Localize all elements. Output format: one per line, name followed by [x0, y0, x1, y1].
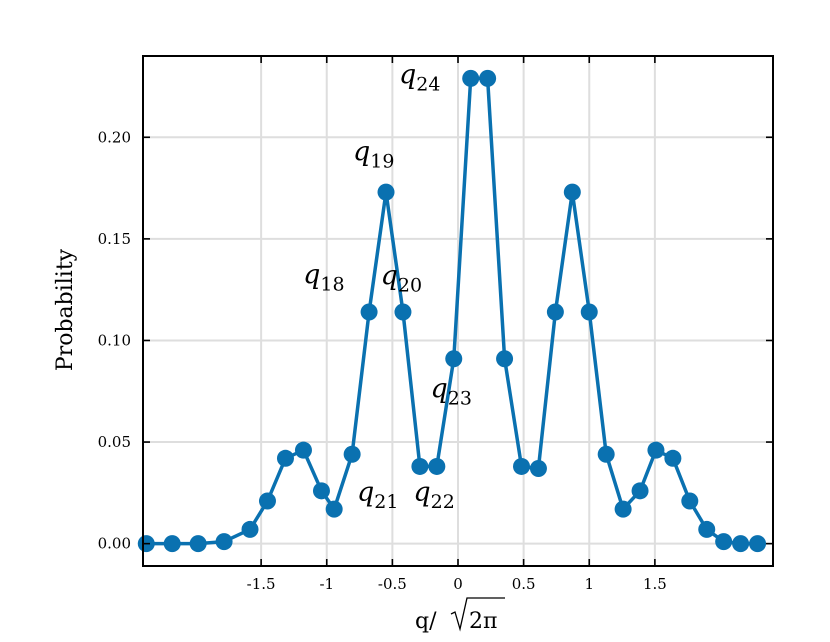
- data-point: [445, 350, 463, 368]
- data-point: [163, 535, 181, 553]
- data-point: [377, 183, 395, 201]
- point-annotation: q24: [399, 59, 440, 95]
- x-tick-label: 1.5: [643, 575, 667, 593]
- point-annotation: q19: [353, 137, 394, 173]
- point-annotation: q23: [430, 373, 471, 409]
- point-annotations: q24 q19 q18 q20 q23 q21 q22: [303, 59, 472, 513]
- data-point: [343, 445, 361, 463]
- y-tick-label: 0.10: [98, 331, 131, 349]
- data-point: [215, 533, 233, 551]
- point-annotation: q18: [303, 260, 344, 296]
- point-annotation: q20: [381, 261, 422, 297]
- series-line: [146, 76, 758, 546]
- data-point: [276, 449, 294, 467]
- x-tick-label: -0.5: [378, 575, 407, 593]
- x-axis-title-main: q/: [415, 609, 437, 634]
- data-point: [496, 350, 514, 368]
- data-point: [394, 303, 412, 321]
- data-point: [258, 492, 276, 510]
- x-tick-label: 0: [453, 575, 463, 593]
- y-tick-label: 0.15: [98, 230, 131, 248]
- data-point: [294, 441, 312, 459]
- y-axis-title-group: Probability: [53, 248, 78, 371]
- data-point: [631, 482, 649, 500]
- y-tick-label: 0.05: [98, 433, 131, 451]
- data-point: [715, 533, 733, 551]
- x-tick-label: -1: [319, 575, 334, 593]
- x-tick-label: 0.5: [512, 575, 536, 593]
- data-point: [428, 457, 446, 475]
- data-points: [137, 69, 767, 553]
- data-point: [546, 303, 564, 321]
- data-point: [681, 492, 699, 510]
- data-point: [664, 449, 682, 467]
- data-point: [241, 520, 259, 538]
- data-point: [189, 535, 207, 553]
- point-annotation: q21: [357, 477, 398, 513]
- data-point: [749, 535, 767, 553]
- data-point: [732, 535, 750, 553]
- tick-labels: -1.5 -1 -0.5 0 0.5 1 1.5 0.00 0.05 0.10 0.15 0.20: [98, 128, 667, 593]
- data-point: [563, 183, 581, 201]
- data-point: [312, 482, 330, 500]
- data-point: [325, 500, 343, 518]
- series-line-group: [146, 76, 758, 546]
- data-point: [597, 445, 615, 463]
- data-point: [529, 459, 547, 477]
- y-tick-label: 0.00: [98, 535, 131, 553]
- x-axis-title: q/: [415, 609, 437, 634]
- x-tick-label: 1: [584, 575, 594, 593]
- data-point: [580, 303, 598, 321]
- x-axis-title-radical: [450, 597, 505, 632]
- x-axis-title-group: q/ 2π: [415, 597, 505, 634]
- data-point: [411, 457, 429, 475]
- y-tick-label: 0.20: [98, 128, 131, 146]
- x-tick-label: -1.5: [247, 575, 276, 593]
- data-point: [462, 69, 480, 87]
- x-axis-title-radicand: 2π: [469, 609, 497, 634]
- data-point: [647, 441, 665, 459]
- y-axis-title: Probability: [53, 248, 78, 371]
- data-point: [360, 303, 378, 321]
- data-point: [698, 520, 716, 538]
- data-point: [513, 457, 531, 475]
- data-point: [479, 69, 497, 87]
- point-annotation: q22: [413, 477, 454, 513]
- axis-ticks: [143, 56, 773, 566]
- data-point: [614, 500, 632, 518]
